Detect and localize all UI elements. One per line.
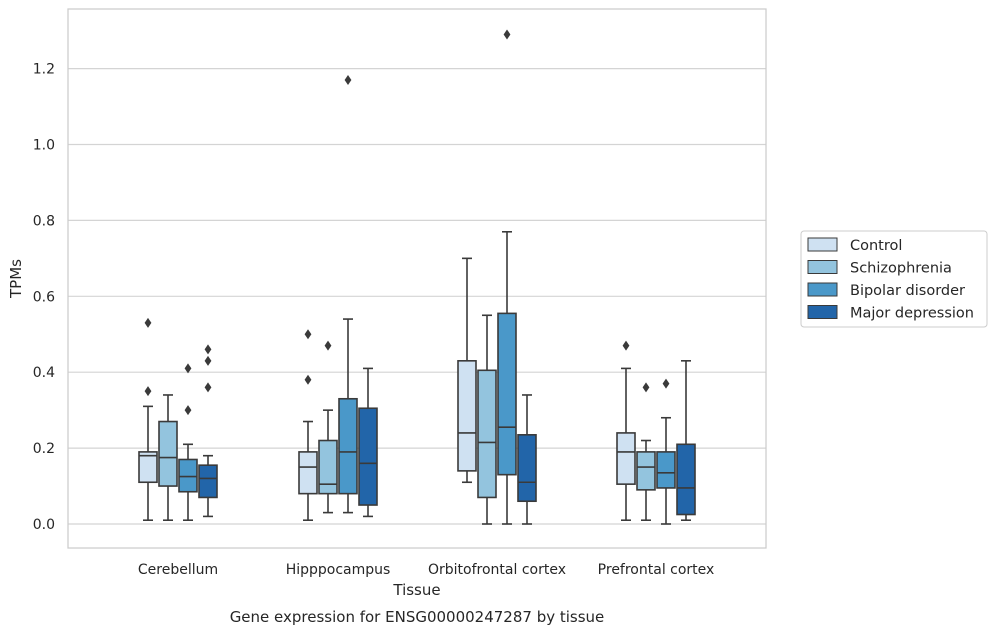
x-tick-label: Cerebellum [138, 562, 218, 578]
x-tick-label: Orbitofrontal cortex [428, 562, 566, 578]
box-control [138, 317, 158, 522]
box-schizophrenia [318, 340, 338, 514]
box-bipolar-disorder [497, 29, 517, 525]
y-tick-label: 1.0 [33, 138, 55, 154]
outlier-point [642, 382, 650, 393]
box-bipolar-disorder [656, 378, 676, 525]
chart-caption: Gene expression for ENSG00000247287 by t… [230, 608, 605, 626]
legend-swatch [807, 237, 838, 252]
box-major-depression [198, 344, 218, 518]
x-axis-label: Tissue [392, 581, 440, 599]
y-tick-labels: 0.0 0.2 0.4 0.6 0.8 1.0 1.2 [33, 62, 55, 533]
iqr-box [517, 434, 537, 503]
legend-label: Major depression [850, 306, 974, 322]
box-control [298, 329, 318, 522]
outlier-point [144, 386, 152, 397]
legend-swatch [807, 305, 838, 319]
outlier-point [204, 382, 212, 393]
legend-label: Bipolar disorder [850, 283, 965, 299]
outlier-point [324, 340, 332, 351]
box-bipolar-disorder [338, 74, 358, 514]
box-control [616, 340, 636, 522]
iqr-box [457, 360, 477, 472]
outlier-point [204, 344, 212, 355]
iqr-box [158, 420, 178, 487]
iqr-box [636, 451, 656, 491]
outlier-point [304, 374, 312, 385]
y-tick-label: 0.8 [33, 213, 55, 229]
iqr-box [358, 407, 378, 506]
iqr-box [338, 397, 358, 495]
box-schizophrenia [477, 314, 497, 525]
y-tick-label: 1.2 [33, 62, 55, 78]
iqr-box [318, 439, 338, 495]
outlier-point [503, 29, 511, 40]
box-major-depression [358, 367, 378, 518]
y-tick-label: 0.6 [33, 289, 55, 305]
outlier-point [304, 329, 312, 340]
outlier-point [184, 405, 192, 416]
iqr-box [178, 458, 198, 493]
legend: Control Schizophrenia Bipolar disorder Majo… [800, 230, 988, 328]
gridlines [68, 67, 766, 525]
legend-label: Control [850, 238, 902, 254]
y-tick-label: 0.4 [33, 365, 55, 381]
iqr-box [676, 443, 696, 516]
box-major-depression [517, 394, 537, 525]
outlier-point [184, 363, 192, 374]
y-tick-label: 0.0 [33, 517, 55, 533]
y-axis-label: TPMs [7, 259, 25, 299]
x-tick-label: Hipppocampus [286, 562, 391, 578]
x-tick-labels: Cerebellum Hipppocampus Orbitofrontal cort… [138, 562, 714, 578]
iqr-box [616, 432, 636, 485]
outlier-point [144, 317, 152, 328]
legend-label: Schizophrenia [850, 261, 952, 277]
box-schizophrenia [158, 394, 178, 522]
iqr-box [138, 451, 158, 484]
legend-swatch [807, 260, 838, 274]
box-major-depression [676, 360, 696, 522]
outlier-point [662, 378, 670, 389]
plot-area-frame [67, 8, 767, 549]
iqr-box [497, 312, 517, 476]
iqr-box [656, 451, 676, 489]
iqr-box [477, 369, 497, 499]
box-control [457, 257, 477, 484]
legend-frame [800, 230, 988, 328]
box-groups [138, 29, 696, 525]
iqr-box [298, 451, 318, 495]
iqr-box [198, 464, 218, 499]
outlier-point [344, 74, 352, 85]
y-tick-label: 0.2 [33, 441, 55, 457]
outlier-point [622, 340, 630, 351]
legend-swatch [807, 282, 838, 297]
x-tick-label: Prefrontal cortex [598, 562, 715, 578]
outlier-point [204, 355, 212, 366]
box-bipolar-disorder [178, 363, 198, 522]
box-schizophrenia [636, 382, 656, 522]
